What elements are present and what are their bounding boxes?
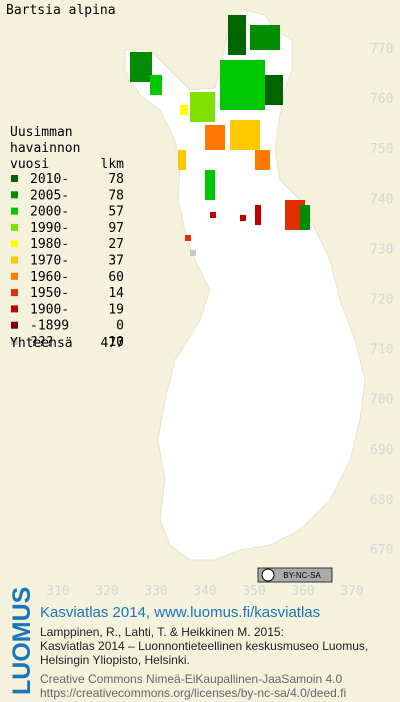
legend-count: 14 bbox=[108, 286, 124, 301]
legend-heading: havainnon bbox=[10, 141, 80, 156]
legend: 2010- 78 2005- 78 2000- 57 1990- 97 1980- 27 1970-… bbox=[11, 172, 124, 350]
legend-label: 2000- bbox=[30, 205, 69, 220]
legend-count: 78 bbox=[108, 188, 124, 203]
total-label: Yhteensä bbox=[10, 336, 73, 351]
observation-square bbox=[220, 60, 265, 110]
citation: Lamppinen, R., Lahti, T. & Heikkinen M. … bbox=[40, 625, 284, 639]
legend-label: ??? bbox=[30, 335, 53, 350]
logo: LUOMUS bbox=[8, 587, 36, 695]
y-grid-label: 750 bbox=[370, 142, 393, 157]
legend-label: 1980- bbox=[30, 237, 69, 252]
y-grid-label: 760 bbox=[370, 92, 393, 107]
y-grid-label: 690 bbox=[370, 443, 393, 458]
y-grid-label: 730 bbox=[370, 242, 393, 257]
y-grid-label: 680 bbox=[370, 493, 393, 508]
citation: Kasviatlas 2014 – Luonnontieteellinen ke… bbox=[40, 639, 368, 653]
observation-square bbox=[150, 75, 162, 95]
legend-count: 57 bbox=[108, 205, 124, 220]
legend-count: 60 bbox=[108, 270, 124, 285]
x-grid-label: 310 bbox=[46, 584, 69, 599]
license: Creative Commons Nimeä-EiKaupallinen-Jaa… bbox=[40, 672, 342, 686]
x-grid-label: 350 bbox=[242, 584, 265, 599]
observation-square bbox=[205, 170, 215, 200]
x-grid-label: 370 bbox=[340, 584, 363, 599]
observation-square bbox=[185, 235, 191, 241]
y-grid-label: 710 bbox=[370, 343, 393, 358]
y-grid-label: 670 bbox=[370, 543, 393, 558]
legend-label: 2005- bbox=[30, 188, 69, 203]
legend-count: 19 bbox=[108, 302, 124, 317]
observation-square bbox=[190, 92, 215, 122]
legend-swatch bbox=[11, 175, 18, 182]
legend-count: 27 bbox=[108, 237, 124, 252]
observation-square bbox=[250, 25, 280, 50]
x-grid-label: 360 bbox=[291, 584, 314, 599]
observation-square bbox=[210, 212, 216, 218]
legend-swatch bbox=[11, 256, 18, 264]
legend-label: 1950- bbox=[30, 286, 69, 301]
species-title: Bartsia alpina bbox=[6, 3, 116, 18]
observation-square bbox=[205, 125, 225, 150]
legend-label: 1990- bbox=[30, 221, 69, 236]
legend-swatch bbox=[11, 207, 18, 215]
legend-label: 1900- bbox=[30, 302, 69, 317]
legend-label: 2010- bbox=[30, 172, 69, 187]
observation-square bbox=[240, 215, 246, 221]
total-count: 477 bbox=[101, 336, 124, 351]
legend-swatch bbox=[11, 272, 18, 280]
legend-swatch bbox=[11, 191, 18, 199]
legend-count: 37 bbox=[108, 254, 124, 269]
y-grid-label: 700 bbox=[370, 393, 393, 408]
legend-column: vuosi bbox=[10, 157, 49, 172]
observation-square bbox=[230, 120, 260, 150]
legend-swatch bbox=[11, 305, 18, 313]
y-grid-label: 770 bbox=[370, 42, 393, 57]
x-grid-label: 330 bbox=[144, 584, 167, 599]
legend-label: 1970- bbox=[30, 254, 69, 269]
license-badge bbox=[257, 567, 333, 583]
citation: Helsingin Yliopisto, Helsinki. bbox=[40, 653, 190, 667]
x-grid-label: 340 bbox=[193, 584, 216, 599]
observation-square bbox=[265, 75, 283, 105]
legend-label: -1899 bbox=[30, 319, 69, 334]
observation-square bbox=[178, 150, 186, 170]
license-badge-text: BY-NC-SA bbox=[283, 571, 321, 580]
license: https://creativecommons.org/licenses/by-… bbox=[40, 686, 346, 700]
legend-swatch bbox=[11, 240, 18, 248]
legend-heading: Uusimman bbox=[10, 125, 73, 140]
observation-square bbox=[180, 105, 188, 115]
legend-swatch bbox=[11, 289, 18, 297]
observation-square bbox=[300, 205, 310, 230]
observation-squares bbox=[130, 15, 310, 256]
legend-count: 10 bbox=[108, 335, 124, 350]
y-grid-label: 720 bbox=[370, 293, 393, 308]
observation-square bbox=[190, 250, 196, 256]
cc-icon bbox=[261, 568, 275, 582]
legend-count: 78 bbox=[108, 172, 124, 187]
observation-square bbox=[255, 150, 270, 170]
headline: Kasviatlas 2014, www.luomus.fi/kasviatla… bbox=[40, 604, 320, 621]
observation-square bbox=[130, 52, 152, 82]
legend-swatch bbox=[11, 223, 18, 231]
observation-square bbox=[228, 15, 246, 55]
grid-labels: 770 760 750 740 730 720 710 700 690 680 670 310 320 3… bbox=[46, 42, 393, 599]
legend-swatch bbox=[11, 321, 18, 329]
y-grid-label: 740 bbox=[370, 192, 393, 207]
legend-label: 1960- bbox=[30, 270, 69, 285]
legend-column: lkm bbox=[101, 157, 125, 172]
legend-count: 0 bbox=[116, 319, 124, 334]
x-grid-label: 320 bbox=[95, 584, 118, 599]
observation-square bbox=[255, 205, 261, 225]
legend-count: 97 bbox=[108, 221, 124, 236]
legend-swatch bbox=[11, 338, 18, 345]
